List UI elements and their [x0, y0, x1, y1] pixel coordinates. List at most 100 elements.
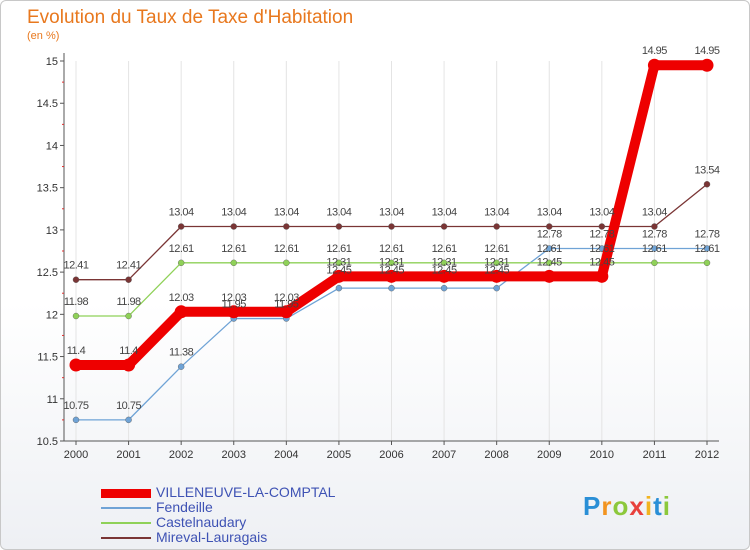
data-label: 12.78	[589, 228, 614, 240]
x-tick-label: 2000	[64, 449, 88, 461]
data-point-mireval-lauragais	[546, 223, 553, 230]
legend-label: Castelnaudary	[156, 514, 247, 530]
data-label: 13.04	[432, 207, 457, 219]
data-label: 12.78	[537, 228, 562, 240]
data-point-mireval-lauragais	[335, 223, 343, 230]
data-point-fendeille	[335, 284, 343, 292]
data-point-castelnaudary	[493, 259, 500, 267]
y-tick-label: 12.5	[37, 267, 58, 279]
data-label: 13.04	[326, 207, 351, 219]
y-tick-label: 15	[46, 56, 58, 68]
legend-swatch	[101, 488, 151, 498]
data-point-mireval-lauragais	[493, 223, 500, 230]
data-label: 12.31	[484, 256, 509, 268]
data-label: 11.4	[119, 345, 138, 357]
data-point-mireval-lauragais	[703, 181, 711, 188]
data-point-villeneuve-la-comptal	[385, 269, 398, 283]
data-label: 11.98	[64, 296, 89, 308]
x-tick-label: 2003	[222, 449, 246, 461]
legend-label: Mireval-Lauragais	[156, 529, 268, 545]
data-label: 12.31	[326, 256, 351, 268]
data-label: 13.04	[274, 207, 299, 219]
data-point-castelnaudary	[335, 259, 343, 267]
y-tick-label: 11.5	[37, 352, 58, 364]
data-point-fendeille	[651, 245, 658, 252]
y-tick-label: 10.5	[37, 436, 58, 448]
x-tick-label: 2004	[274, 449, 298, 461]
data-point-fendeille	[177, 363, 185, 370]
data-point-villeneuve-la-comptal	[122, 358, 136, 372]
data-label: 12.03	[221, 292, 246, 304]
data-label: 12.45	[326, 264, 351, 276]
data-label: 14.95	[642, 45, 667, 57]
data-label: 13.04	[589, 207, 614, 219]
y-tick-label: 11	[47, 394, 58, 406]
logo-letter: r	[601, 491, 613, 521]
data-label: 12.61	[484, 243, 509, 255]
data-point-castelnaudary	[230, 259, 237, 267]
data-point-castelnaudary	[546, 259, 553, 267]
data-point-villeneuve-la-comptal	[647, 58, 661, 72]
data-label: 13.04	[537, 207, 562, 219]
x-tick-label: 2012	[695, 449, 719, 461]
x-tick-label: 2005	[327, 449, 351, 461]
data-label: 11.95	[222, 299, 247, 311]
proxiti-logo: Proxiti	[583, 491, 671, 522]
data-point-villeneuve-la-comptal	[437, 269, 451, 283]
data-label: 12.41	[63, 260, 88, 272]
data-point-mireval-lauragais	[177, 223, 185, 230]
data-label: 12.61	[169, 243, 194, 255]
data-label: 12.31	[432, 256, 457, 268]
data-point-villeneuve-la-comptal	[490, 269, 504, 283]
data-point-mireval-lauragais	[598, 223, 606, 230]
y-tick-label: 13.5	[37, 183, 58, 195]
data-label: 13.04	[221, 207, 246, 219]
data-label: 12.45	[432, 264, 457, 276]
data-point-castelnaudary	[440, 259, 448, 267]
data-label: 13.04	[642, 207, 667, 219]
data-point-fendeille	[493, 284, 500, 292]
data-label: 12.61	[694, 243, 719, 255]
data-point-castelnaudary	[388, 259, 395, 267]
data-label: 12.61	[589, 243, 614, 255]
data-label: 11.38	[169, 347, 194, 359]
data-label: 12.45	[484, 264, 509, 276]
data-label: 12.61	[326, 243, 351, 255]
data-label: 10.75	[63, 400, 88, 412]
legend-label: VILLENEUVE-LA-COMPTAL	[156, 484, 336, 500]
data-point-villeneuve-la-comptal	[279, 305, 293, 319]
data-label: 14.95	[694, 45, 719, 57]
x-tick-label: 2011	[643, 449, 667, 461]
data-label: 12.61	[379, 243, 404, 255]
data-point-mireval-lauragais	[72, 276, 80, 283]
data-point-castelnaudary	[283, 259, 290, 267]
data-label: 11.95	[274, 299, 299, 311]
logo-letter: x	[629, 491, 645, 521]
chart-title: Evolution du Taux de Taxe d'Habitation	[27, 7, 354, 28]
data-point-castelnaudary	[651, 259, 658, 267]
data-label: 12.61	[221, 243, 246, 255]
data-label: 11.98	[116, 296, 141, 308]
data-point-mireval-lauragais	[440, 223, 448, 230]
y-tick-label: 14.5	[37, 98, 58, 110]
data-label: 12.41	[116, 260, 141, 272]
x-tick-label: 2007	[432, 449, 456, 461]
y-tick-label: 14	[46, 140, 58, 152]
data-label: 12.61	[432, 243, 457, 255]
data-point-fendeille	[440, 284, 448, 292]
legend-swatch	[101, 507, 151, 509]
x-tick-label: 2001	[116, 449, 140, 461]
data-point-mireval-lauragais	[388, 223, 395, 230]
data-label: 12.03	[169, 292, 194, 304]
data-label: 12.45	[537, 256, 562, 268]
data-point-fendeille	[72, 416, 80, 424]
data-label: 12.45	[589, 256, 614, 268]
x-tick-label: 2006	[379, 449, 403, 461]
logo-letter: i	[644, 491, 654, 521]
data-label: 12.03	[274, 292, 299, 304]
data-point-villeneuve-la-comptal	[174, 305, 188, 319]
x-tick-label: 2002	[169, 449, 193, 461]
data-point-castelnaudary	[703, 259, 711, 267]
data-point-fendeille	[703, 245, 711, 252]
data-point-mireval-lauragais	[283, 223, 290, 230]
